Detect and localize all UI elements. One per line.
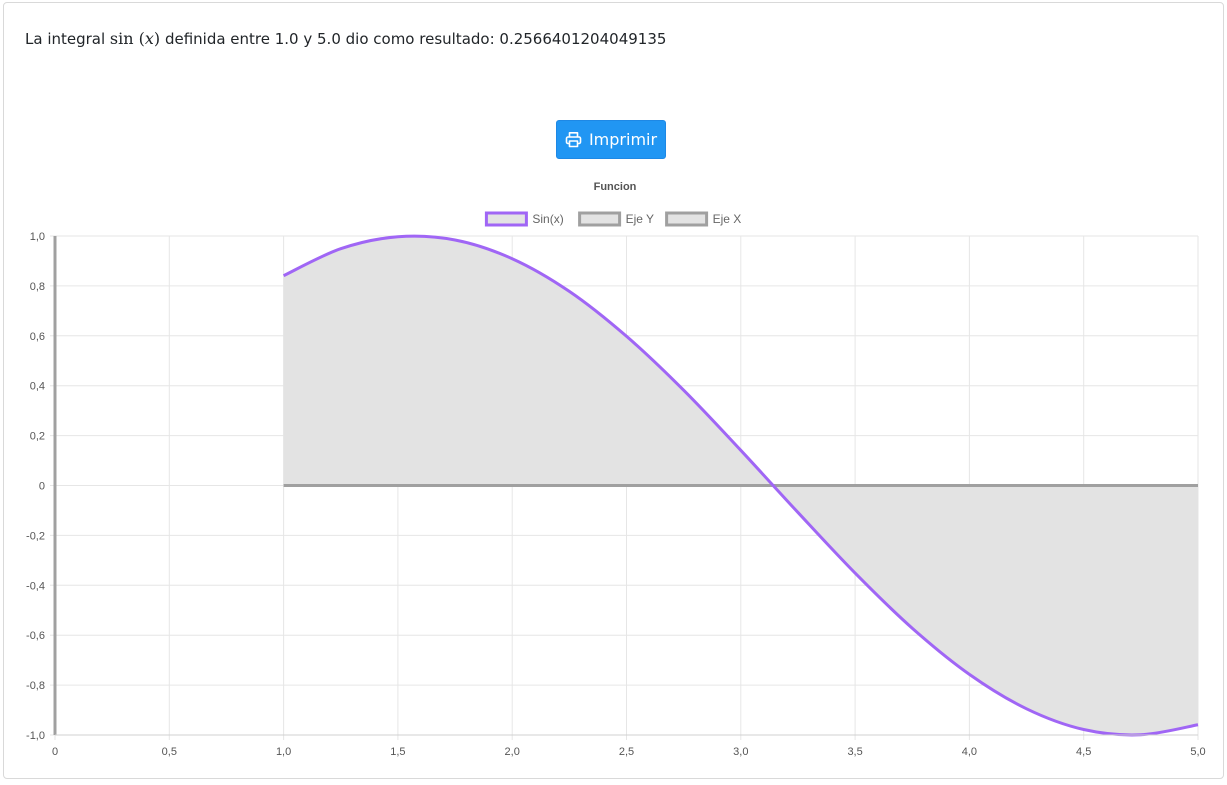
y-tick-label: 0,6 (30, 331, 45, 343)
legend-label: Sin(x) (532, 212, 563, 226)
printer-icon (565, 131, 582, 148)
x-tick-label: 2,5 (619, 746, 634, 758)
sin-fill-area (283, 236, 1199, 735)
x-tick-label: 2,0 (505, 746, 520, 758)
chart-title: Funcion (594, 181, 637, 193)
result-suffix: definida entre 1.0 y 5.0 dio como result… (160, 30, 667, 48)
y-tick-label: 0,4 (30, 381, 45, 393)
y-axis-ticks: 1,0 0,8 0,6 0,4 0,2 0 -0,2 -0,4 -0,6 -0,8 -1,0 (26, 231, 45, 742)
integral-result-text: La integral sin (x) definida entre 1.0 y… (25, 29, 666, 48)
legend-label: Eje Y (626, 212, 654, 226)
chart-series-layer (53, 234, 1199, 737)
math-open-paren: ( (133, 29, 145, 48)
x-tick-label: 5,0 (1190, 746, 1205, 758)
y-tick-label: -1,0 (26, 730, 45, 742)
math-expression: sin (x) (110, 29, 160, 48)
y-tick-label: -0,2 (26, 530, 45, 542)
legend-swatch (484, 211, 528, 227)
legend-label: Eje X (713, 212, 742, 226)
x-tick-label: 0 (52, 746, 58, 758)
x-tick-label: 1,5 (390, 746, 405, 758)
x-tick-label: 1,0 (276, 746, 291, 758)
legend-item: Eje X (665, 211, 742, 227)
result-prefix: La integral (25, 30, 110, 48)
x-tick-label: 3,5 (847, 746, 862, 758)
y-tick-label: 0 (39, 481, 45, 493)
legend-item: Eje Y (578, 211, 654, 227)
print-button[interactable]: Imprimir (556, 120, 666, 159)
y-tick-label: -0,6 (26, 630, 45, 642)
y-tick-label: 1,0 (30, 231, 45, 243)
chart-legend: Sin(x) Eje Y Eje X (484, 211, 742, 227)
y-tick-label: -0,4 (26, 580, 45, 592)
print-button-label: Imprimir (588, 130, 658, 149)
x-tick-label: 4,5 (1076, 746, 1091, 758)
sin-line (282, 234, 1199, 737)
y-tick-label: -0,8 (26, 680, 45, 692)
x-tick-label: 4,0 (962, 746, 977, 758)
chart-fill-layer (283, 236, 1199, 735)
math-close-paren: ) (153, 29, 161, 48)
math-function-name: sin (109, 29, 134, 48)
legend-swatch (578, 211, 622, 227)
y-tick-label: 0,2 (30, 431, 45, 443)
x-tick-label: 0,5 (162, 746, 177, 758)
legend-swatch (665, 211, 709, 227)
x-axis-ticks: 0 0,5 1,0 1,5 2,0 2,5 3,0 3,5 4,0 4,5 5,0 (52, 746, 1206, 758)
x-tick-label: 3,0 (733, 746, 748, 758)
y-tick-label: 0,8 (30, 281, 45, 293)
math-variable: x (144, 29, 154, 48)
legend-item: Sin(x) (484, 211, 564, 227)
